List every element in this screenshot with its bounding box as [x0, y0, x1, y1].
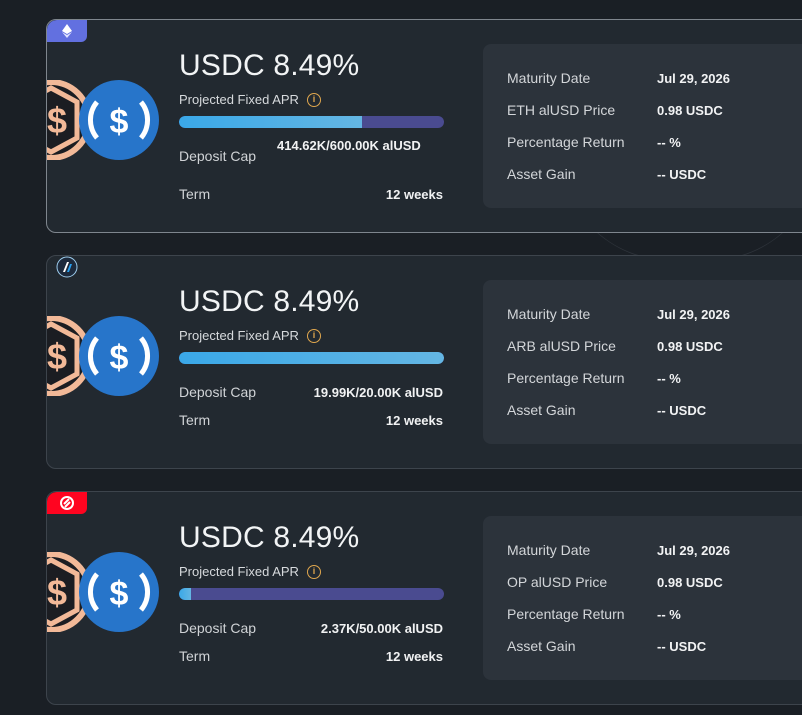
svg-text:$: $: [47, 572, 67, 613]
info-icon[interactable]: i: [306, 328, 321, 343]
term-value: 12 weeks: [385, 649, 443, 664]
svg-text:$: $: [47, 336, 67, 377]
deposit-cap-label: Deposit Cap: [179, 620, 257, 636]
deposit-progress-bar: [179, 116, 444, 128]
token-pair-icon: $ $: [47, 316, 162, 396]
asset-gain-value: -- USDC: [657, 639, 707, 654]
details-panel: Maturity Date Jul 29, 2026 ETH alUSD Pri…: [483, 44, 802, 208]
alusd-price-value: 0.98 USDC: [657, 339, 723, 354]
percentage-return-value: -- %: [657, 135, 681, 150]
deposit-progress-fill: [179, 116, 362, 128]
percentage-return-label: Percentage Return: [507, 134, 625, 150]
percentage-return-label: Percentage Return: [507, 606, 625, 622]
optimism-icon: [47, 492, 87, 514]
percentage-return-value: -- %: [657, 607, 681, 622]
asset-gain-value: -- USDC: [657, 403, 707, 418]
deposit-progress-fill: [179, 588, 192, 600]
deposit-cap-value: 414.62K/600.00K alUSD: [277, 138, 421, 153]
maturity-date-label: Maturity Date: [507, 70, 591, 86]
asset-gain-label: Asset Gain: [507, 166, 576, 182]
apr-label: Projected Fixed APR i: [179, 328, 321, 343]
deposit-cap-label: Deposit Cap: [179, 148, 257, 164]
svg-text:$: $: [47, 100, 67, 141]
svg-text:$: $: [110, 339, 129, 377]
term-value: 12 weeks: [385, 413, 443, 428]
asset-gain-value: -- USDC: [657, 167, 707, 182]
deposit-cap-value: 2.37K/50.00K alUSD: [320, 621, 443, 636]
vault-card-op[interactable]: $ $ USDC 8.49% Projected Fixed APR i Dep…: [46, 491, 802, 705]
term-label: Term: [179, 186, 211, 202]
term-value: 12 weeks: [385, 187, 443, 202]
apr-label-text: Projected Fixed APR: [179, 564, 299, 579]
alusd-price-label: ETH alUSD Price: [507, 102, 616, 118]
apr-label-text: Projected Fixed APR: [179, 328, 299, 343]
details-panel: Maturity Date Jul 29, 2026 ARB alUSD Pri…: [483, 280, 802, 444]
deposit-progress-fill: [179, 352, 444, 364]
apr-label: Projected Fixed APR i: [179, 92, 321, 107]
svg-text:$: $: [110, 103, 129, 141]
alusd-price-label: ARB alUSD Price: [507, 338, 616, 354]
token-pair-icon: $ $: [47, 80, 162, 160]
deposit-cap-label: Deposit Cap: [179, 384, 257, 400]
maturity-date-label: Maturity Date: [507, 542, 591, 558]
apr-title: USDC 8.49%: [179, 285, 360, 318]
details-panel: Maturity Date Jul 29, 2026 OP alUSD Pric…: [483, 516, 802, 680]
svg-text:$: $: [110, 575, 129, 613]
info-icon[interactable]: i: [306, 564, 321, 579]
deposit-progress-bar: [179, 352, 444, 364]
apr-label: Projected Fixed APR i: [179, 564, 321, 579]
term-label: Term: [179, 648, 211, 664]
maturity-date-value: Jul 29, 2026: [657, 307, 730, 322]
apr-title: USDC 8.49%: [179, 49, 360, 82]
deposit-progress-bar: [179, 588, 444, 600]
info-icon[interactable]: i: [306, 92, 321, 107]
term-label: Term: [179, 412, 211, 428]
maturity-date-value: Jul 29, 2026: [657, 71, 730, 86]
percentage-return-value: -- %: [657, 371, 681, 386]
ethereum-icon: [47, 20, 87, 42]
apr-label-text: Projected Fixed APR: [179, 92, 299, 107]
alusd-price-value: 0.98 USDC: [657, 103, 723, 118]
alusd-price-value: 0.98 USDC: [657, 575, 723, 590]
alusd-price-label: OP alUSD Price: [507, 574, 608, 590]
percentage-return-label: Percentage Return: [507, 370, 625, 386]
vault-card-arb[interactable]: $ $ USDC 8.49% Projected Fixed APR i Dep…: [46, 255, 802, 469]
asset-gain-label: Asset Gain: [507, 402, 576, 418]
maturity-date-label: Maturity Date: [507, 306, 591, 322]
deposit-cap-value: 19.99K/20.00K alUSD: [313, 385, 443, 400]
maturity-date-value: Jul 29, 2026: [657, 543, 730, 558]
apr-title: USDC 8.49%: [179, 521, 360, 554]
token-pair-icon: $ $: [47, 552, 162, 632]
arbitrum-icon: [47, 256, 87, 278]
asset-gain-label: Asset Gain: [507, 638, 576, 654]
vault-card-eth[interactable]: $ $ USDC 8.49% Projected Fixed APR i Dep…: [46, 19, 802, 233]
